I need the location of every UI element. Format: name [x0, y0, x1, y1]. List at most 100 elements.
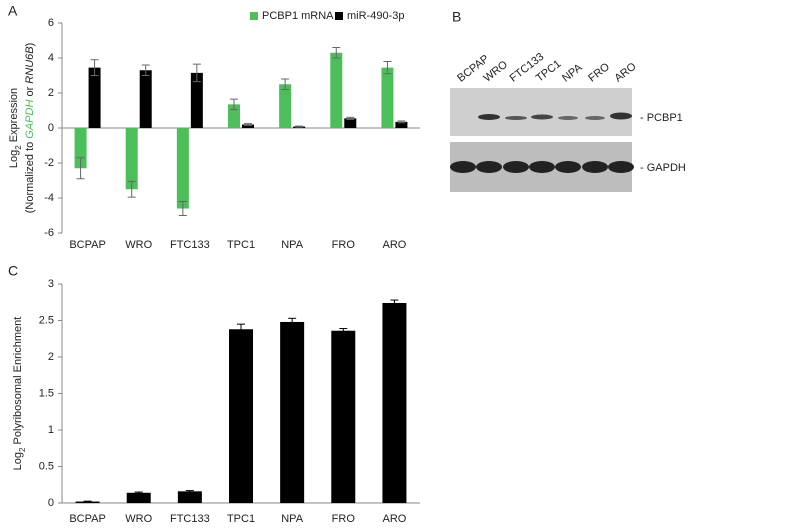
band	[476, 161, 502, 173]
error-bar	[141, 64, 150, 76]
band	[585, 116, 605, 120]
x-tick-label: WRO	[125, 513, 152, 525]
lane-label: ARO	[612, 60, 639, 84]
band-label: - GAPDH	[640, 162, 686, 174]
error-bar	[127, 180, 136, 198]
x-tick-label: NPA	[281, 239, 303, 251]
x-tick-label: WRO	[125, 239, 152, 251]
legend-label: miR-490-3p	[347, 10, 404, 22]
band	[558, 116, 578, 120]
x-tick-label: FRO	[332, 513, 356, 525]
y-tick-label: -2	[44, 157, 54, 169]
y-tick-label: 1.5	[39, 387, 54, 399]
y-axis-title-part: RNU6B	[24, 46, 36, 83]
band	[505, 116, 527, 120]
y-tick-label: 0.5	[39, 460, 54, 472]
y-tick-label: 6	[48, 17, 54, 29]
bar	[177, 491, 202, 503]
error-bar	[134, 491, 143, 495]
error-bar	[288, 317, 297, 327]
panel-label: C	[8, 263, 18, 279]
error-bar	[237, 323, 245, 335]
y-tick-label: 2	[48, 87, 54, 99]
x-tick-label: FRO	[332, 239, 356, 251]
bar	[176, 128, 189, 209]
bar	[279, 84, 292, 128]
band	[555, 161, 581, 173]
band	[478, 114, 500, 120]
lane-label: FRO	[586, 61, 612, 85]
error-bar	[397, 120, 406, 124]
error-bar	[185, 490, 194, 493]
y-axis-title-part: or	[24, 84, 36, 100]
x-tick-label: NPA	[281, 513, 303, 525]
legend-swatch	[335, 12, 343, 20]
error-bar	[230, 98, 238, 111]
blot-membrane	[450, 88, 632, 136]
y-tick-label: 0	[48, 497, 54, 509]
y-axis-title: Log2 Polyribosomal Enrichment	[12, 317, 27, 471]
band	[582, 161, 608, 173]
error-bar	[281, 78, 290, 90]
error-bar	[332, 47, 341, 59]
panel-label: A	[8, 3, 18, 19]
y-axis-title-part: Polyribosomal Enrichment	[12, 317, 24, 448]
x-tick-label: FTC133	[170, 239, 210, 251]
band	[450, 161, 476, 173]
y-tick-label: -6	[44, 227, 54, 239]
y-tick-label: 4	[48, 52, 54, 64]
x-tick-label: BCPAP	[69, 513, 105, 525]
bar	[280, 321, 305, 503]
bar	[139, 70, 152, 128]
x-tick-label: ARO	[383, 513, 407, 525]
legend-label: PCBP1 mRNA	[262, 10, 334, 22]
band	[529, 161, 555, 173]
bar	[125, 128, 138, 190]
band-label: - PCBP1	[640, 112, 683, 124]
y-tick-label: 2	[48, 351, 54, 363]
bar	[344, 118, 357, 128]
bar	[330, 52, 343, 128]
error-bar	[83, 500, 92, 503]
bar	[228, 104, 240, 128]
error-bar	[339, 328, 348, 334]
error-bar	[244, 123, 252, 126]
y-axis-title-part: )	[24, 43, 36, 47]
y-axis-title-part: Log	[8, 150, 20, 168]
y-axis-title-part: 2	[18, 447, 27, 452]
error-bar	[295, 125, 304, 128]
bar	[331, 330, 356, 503]
legend-swatch	[250, 12, 258, 20]
error-bar	[76, 157, 85, 180]
bar	[229, 329, 253, 503]
bands	[450, 112, 634, 173]
y-tick-label: 1	[48, 424, 54, 436]
y-tick-label: 2.5	[39, 314, 54, 326]
bar	[88, 67, 101, 128]
error-bar	[178, 201, 187, 216]
band	[531, 114, 553, 120]
x-tick-label: TPC1	[227, 239, 255, 251]
bar	[395, 121, 408, 128]
error-bar	[192, 63, 201, 83]
lane-label: NPA	[560, 61, 585, 84]
blot: - PCBP1 - GAPDH	[450, 88, 686, 192]
error-bar	[346, 116, 355, 120]
x-tick-label: BCPAP	[69, 239, 105, 251]
y-tick-label: -4	[44, 192, 54, 204]
x-tick-label: FTC133	[170, 513, 210, 525]
bar	[242, 124, 254, 128]
bar	[381, 67, 394, 128]
x-tick-label: ARO	[383, 239, 407, 251]
panel-label: B	[452, 9, 461, 25]
y-tick-label: 3	[48, 278, 54, 290]
y-axis-title: Log2 Expression (Normalized to GAPDH or R…	[8, 43, 36, 214]
y-axis-title-part: GAPDH	[24, 100, 36, 139]
y-axis-title-part: 2	[14, 145, 23, 150]
error-bar	[90, 59, 99, 76]
y-axis-title-part: (Normalized to	[24, 139, 36, 214]
y-axis-title-part: Log	[12, 452, 24, 470]
x-tick-label: TPC1	[227, 513, 255, 525]
band	[503, 161, 529, 173]
